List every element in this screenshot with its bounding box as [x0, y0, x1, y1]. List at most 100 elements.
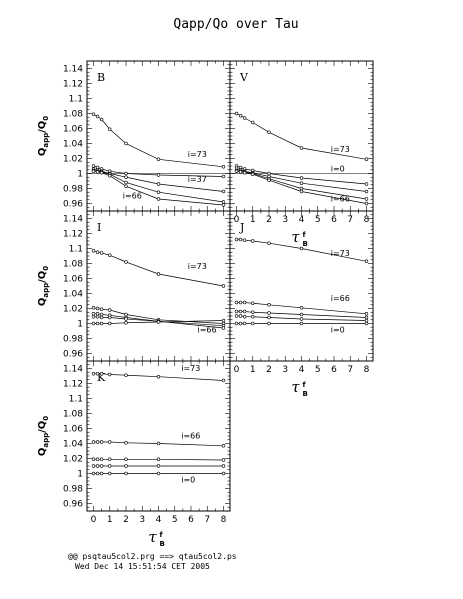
y-tick-label: 1.14 [63, 365, 83, 375]
data-point [238, 237, 243, 242]
data-point [156, 272, 161, 276]
data-point [156, 471, 161, 476]
data-point [251, 310, 255, 314]
data-point [364, 157, 369, 161]
data-point [91, 249, 96, 253]
data-point [91, 464, 96, 468]
data-point [95, 440, 100, 444]
data-point [91, 112, 96, 116]
data-point [299, 146, 304, 150]
x-tick-label: 2 [266, 365, 272, 375]
series-annotation: i=0 [331, 326, 345, 335]
data-point [124, 471, 128, 476]
data-point [124, 457, 128, 461]
series-annotation: i=73 [188, 262, 207, 271]
series-line [236, 165, 367, 185]
y-tick-label: 0.96 [63, 200, 83, 210]
panel-letter: V [239, 71, 249, 84]
y-axis-label: Qapp/Q0 [37, 116, 50, 156]
data-point [95, 464, 100, 468]
data-point [299, 312, 304, 317]
data-point [108, 457, 112, 461]
series-annotation: i=0 [331, 164, 345, 173]
y-tick-label: 1.08 [63, 410, 83, 420]
data-point [99, 457, 104, 461]
data-point [95, 306, 100, 311]
data-point [124, 312, 128, 317]
data-point [267, 303, 271, 307]
x-tick-label: 3 [139, 515, 145, 525]
data-point [95, 250, 100, 254]
data-point [299, 306, 304, 310]
data-point [242, 300, 247, 305]
data-point [238, 309, 243, 314]
data-point [156, 173, 161, 177]
data-point [91, 471, 96, 476]
data-point [242, 116, 247, 120]
data-point [91, 321, 96, 326]
x-axis-label-sub: B [303, 390, 308, 398]
data-point [99, 471, 104, 476]
data-point [364, 259, 369, 263]
data-point [364, 201, 369, 206]
data-point [156, 457, 161, 461]
x-tick-label: 0 [234, 365, 240, 375]
data-point [108, 321, 112, 326]
data-point [267, 171, 271, 176]
x-tick-label: 8 [221, 515, 227, 525]
y-tick-label: 0.98 [63, 335, 83, 345]
y-tick-label: 1 [77, 170, 83, 180]
footer-line-1: @@ psqtau5col2.prg ==> qtau5col2.ps [68, 552, 237, 561]
data-point [95, 321, 100, 326]
panel-letter: K [97, 371, 106, 384]
x-tick-label: 2 [123, 515, 129, 525]
data-point [267, 315, 271, 320]
data-point [221, 471, 226, 476]
data-point [99, 464, 104, 468]
data-point [91, 306, 96, 310]
data-point [156, 441, 161, 446]
data-point [242, 321, 247, 326]
x-tick-label: 8 [364, 215, 370, 225]
data-point [95, 315, 100, 319]
data-point [299, 317, 304, 321]
data-point [267, 241, 271, 245]
data-point [95, 170, 100, 174]
x-tick-label: 4 [156, 515, 162, 525]
data-point [95, 457, 100, 461]
data-point [267, 321, 271, 326]
y-tick-label: 1.08 [63, 110, 83, 120]
data-point [234, 169, 239, 173]
data-point [221, 464, 226, 468]
panel-frame [229, 210, 374, 362]
x-tick-label: 7 [204, 515, 210, 525]
x-tick-label: 5 [172, 515, 178, 525]
data-point [91, 457, 96, 461]
data-point [124, 180, 128, 185]
data-point [91, 312, 96, 316]
data-point [234, 309, 239, 314]
y-tick-label: 1.06 [63, 275, 83, 285]
y-tick-label: 1.12 [63, 230, 83, 240]
data-point [299, 181, 304, 185]
data-point [221, 378, 226, 383]
data-point [108, 174, 112, 178]
series-annotation: i=73 [331, 249, 350, 258]
data-point [221, 326, 226, 330]
y-tick-label: 1.02 [63, 155, 83, 165]
x-tick-label: 7 [347, 365, 353, 375]
panel-V: 0 1 2 3 4 5 6 7 8 τ Bf Vi=73 i=0 i=66 [229, 60, 374, 248]
data-point [124, 464, 128, 468]
data-point [234, 237, 239, 242]
panel-I: 0.96 0.98 1 1.02 1.04 1.06 1.08 1.1 1.12 1.14 Qapp… [37, 210, 231, 362]
data-point [108, 308, 112, 312]
y-axis-label: Qapp/Q0 [37, 416, 50, 456]
data-point [91, 315, 96, 319]
data-point [99, 372, 104, 376]
y-tick-label: 0.98 [63, 185, 83, 195]
data-point [124, 141, 128, 146]
panel-frame [86, 210, 231, 362]
y-tick-label: 0.96 [63, 500, 83, 510]
